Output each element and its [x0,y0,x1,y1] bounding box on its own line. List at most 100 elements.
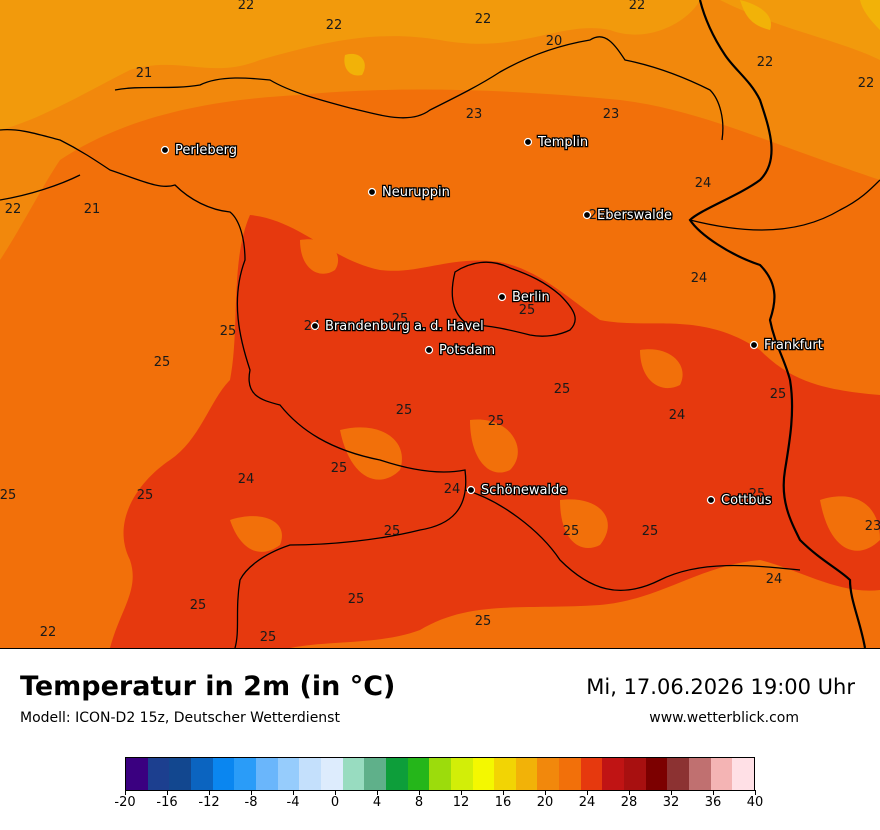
city-label: Neuruppin [382,185,450,200]
color-legend-swatch [255,758,278,790]
temperature-value-label: 25 [392,312,409,327]
zone-21 [0,0,700,130]
color-legend-swatch [494,758,516,790]
temperature-value-label: 22 [326,18,343,33]
map-title: Temperatur in 2m (in °C) [20,671,396,702]
color-legend-swatch [429,758,451,790]
temperature-value-label: 24 [766,572,783,587]
temperature-value-label: 25 [554,382,571,397]
color-legend-swatch [299,758,321,790]
city-label: Frankfurt [764,338,823,353]
color-legend-tick-label: 20 [536,795,554,810]
city-marker[interactable] [466,485,476,495]
temperature-value-label: 22 [238,0,255,13]
color-legend-tick [125,790,126,795]
color-legend-swatch [732,758,755,790]
color-legend-swatch [472,758,495,790]
color-legend-tick-label: 0 [330,795,340,810]
city-markers: Perleberg Templin Neuruppin Eberswalde Berli… [160,134,824,509]
color-legend-swatch [580,758,603,790]
color-legend-tick [587,790,588,795]
temperature-value-label: 25 [154,355,171,370]
color-legend-tick-label: -20 [114,795,136,810]
color-legend-tick-label: 32 [662,795,680,810]
color-legend-tick [755,790,756,795]
color-legend-tick [461,790,462,795]
city-marker[interactable] [497,292,507,302]
model-subtitle: Modell: ICON-D2 15z, Deutscher Wetterdie… [20,710,340,726]
city-marker[interactable] [367,187,377,197]
color-legend-swatch [147,758,170,790]
footer: Temperatur in 2m (in °C) Modell: ICON-D2… [0,649,880,830]
berlin-border [451,261,576,337]
color-legend-tick-label: 24 [578,795,596,810]
color-legend-tick-label: 40 [746,795,764,810]
temperature-value-label: 25 [519,303,536,318]
color-legend-swatch [537,758,560,790]
temperature-value-label: 25 [749,487,766,502]
temperature-value-label: 23 [603,107,620,122]
color-legend-swatch [385,758,408,790]
color-legend-tick [629,790,630,795]
color-legend [125,757,755,791]
color-legend-tickmarks [125,790,756,795]
color-legend-swatch [645,758,668,790]
city-marker[interactable] [706,495,716,505]
color-legend-swatch [710,758,733,790]
city-label: Berlin [512,290,550,305]
color-legend-swatch [667,758,690,790]
color-legend-swatch [364,758,386,790]
city-marker[interactable] [310,321,320,331]
state-border [0,129,467,648]
temperature-value-label: 24 [444,482,461,497]
color-legend-tick-label: 8 [414,795,424,810]
temperature-value-label: 25 [770,387,787,402]
temperature-value-label: 20 [546,34,563,49]
color-legend-tick [419,790,420,795]
color-legend-swatch [169,758,191,790]
temperature-value-label: 25 [331,461,348,476]
temperature-value-label: 25 [190,598,207,613]
color-legend-tick-label: -4 [286,795,300,810]
color-legend-tick-label: -8 [244,795,258,810]
color-legend-tick-label: -12 [198,795,220,810]
temperature-value-label: 25 [384,524,401,539]
color-legend-swatch [407,758,430,790]
temperature-value-label: 25 [563,524,580,539]
color-legend-swatch [602,758,625,790]
temperature-value-label: 25 [260,630,277,645]
temperature-map[interactable]: 22 22 22 22 20 21 23 23 22 22 21 22 24 24 25 25 25 24 25 25… [0,0,880,649]
color-legend-swatch [277,758,300,790]
temperature-value-label: 22 [5,202,22,217]
city-label: Perleberg [175,143,237,158]
temperature-value-label: 25 [488,414,505,429]
temperature-value-label: 25 [137,488,154,503]
city-marker[interactable] [749,340,759,350]
color-legend-tick [167,790,168,795]
temperature-value-label: 24 [691,271,708,286]
temperature-value-label: 22 [757,55,774,70]
city-marker[interactable] [523,137,533,147]
color-legend-tick-label: 28 [620,795,638,810]
temperature-value-label: 25 [0,488,16,503]
city-marker[interactable] [160,145,170,155]
temperature-value-label: 22 [858,76,875,91]
website-link[interactable]: www.wetterblick.com [649,710,799,726]
city-label: Schönewalde [481,483,567,498]
temperature-value-label: 24 [695,176,712,191]
color-legend-tick [293,790,294,795]
color-legend-ticks: -20 -16 -12 -8 -4 0 4 8 12 16 20 24 28 32 36 40 [114,795,763,815]
temperature-value-label: 21 [84,202,101,217]
temperature-value-label: 22 [40,625,57,640]
color-legend-tick [335,790,336,795]
color-legend-swatch [689,758,711,790]
color-legend-tick-label: 12 [452,795,470,810]
temperature-value-label: 23 [466,107,483,122]
map-canvas: 22 22 22 22 20 21 23 23 22 22 21 22 24 24 25 25 25 24 25 25… [0,0,880,648]
temperature-value-label: 23 [865,519,880,534]
temperature-value-label: 21 [136,66,153,81]
forecast-datetime: Mi, 17.06.2026 19:00 Uhr [586,675,855,699]
city-marker[interactable] [582,210,592,220]
city-marker[interactable] [424,345,434,355]
color-legend-swatch [515,758,538,790]
